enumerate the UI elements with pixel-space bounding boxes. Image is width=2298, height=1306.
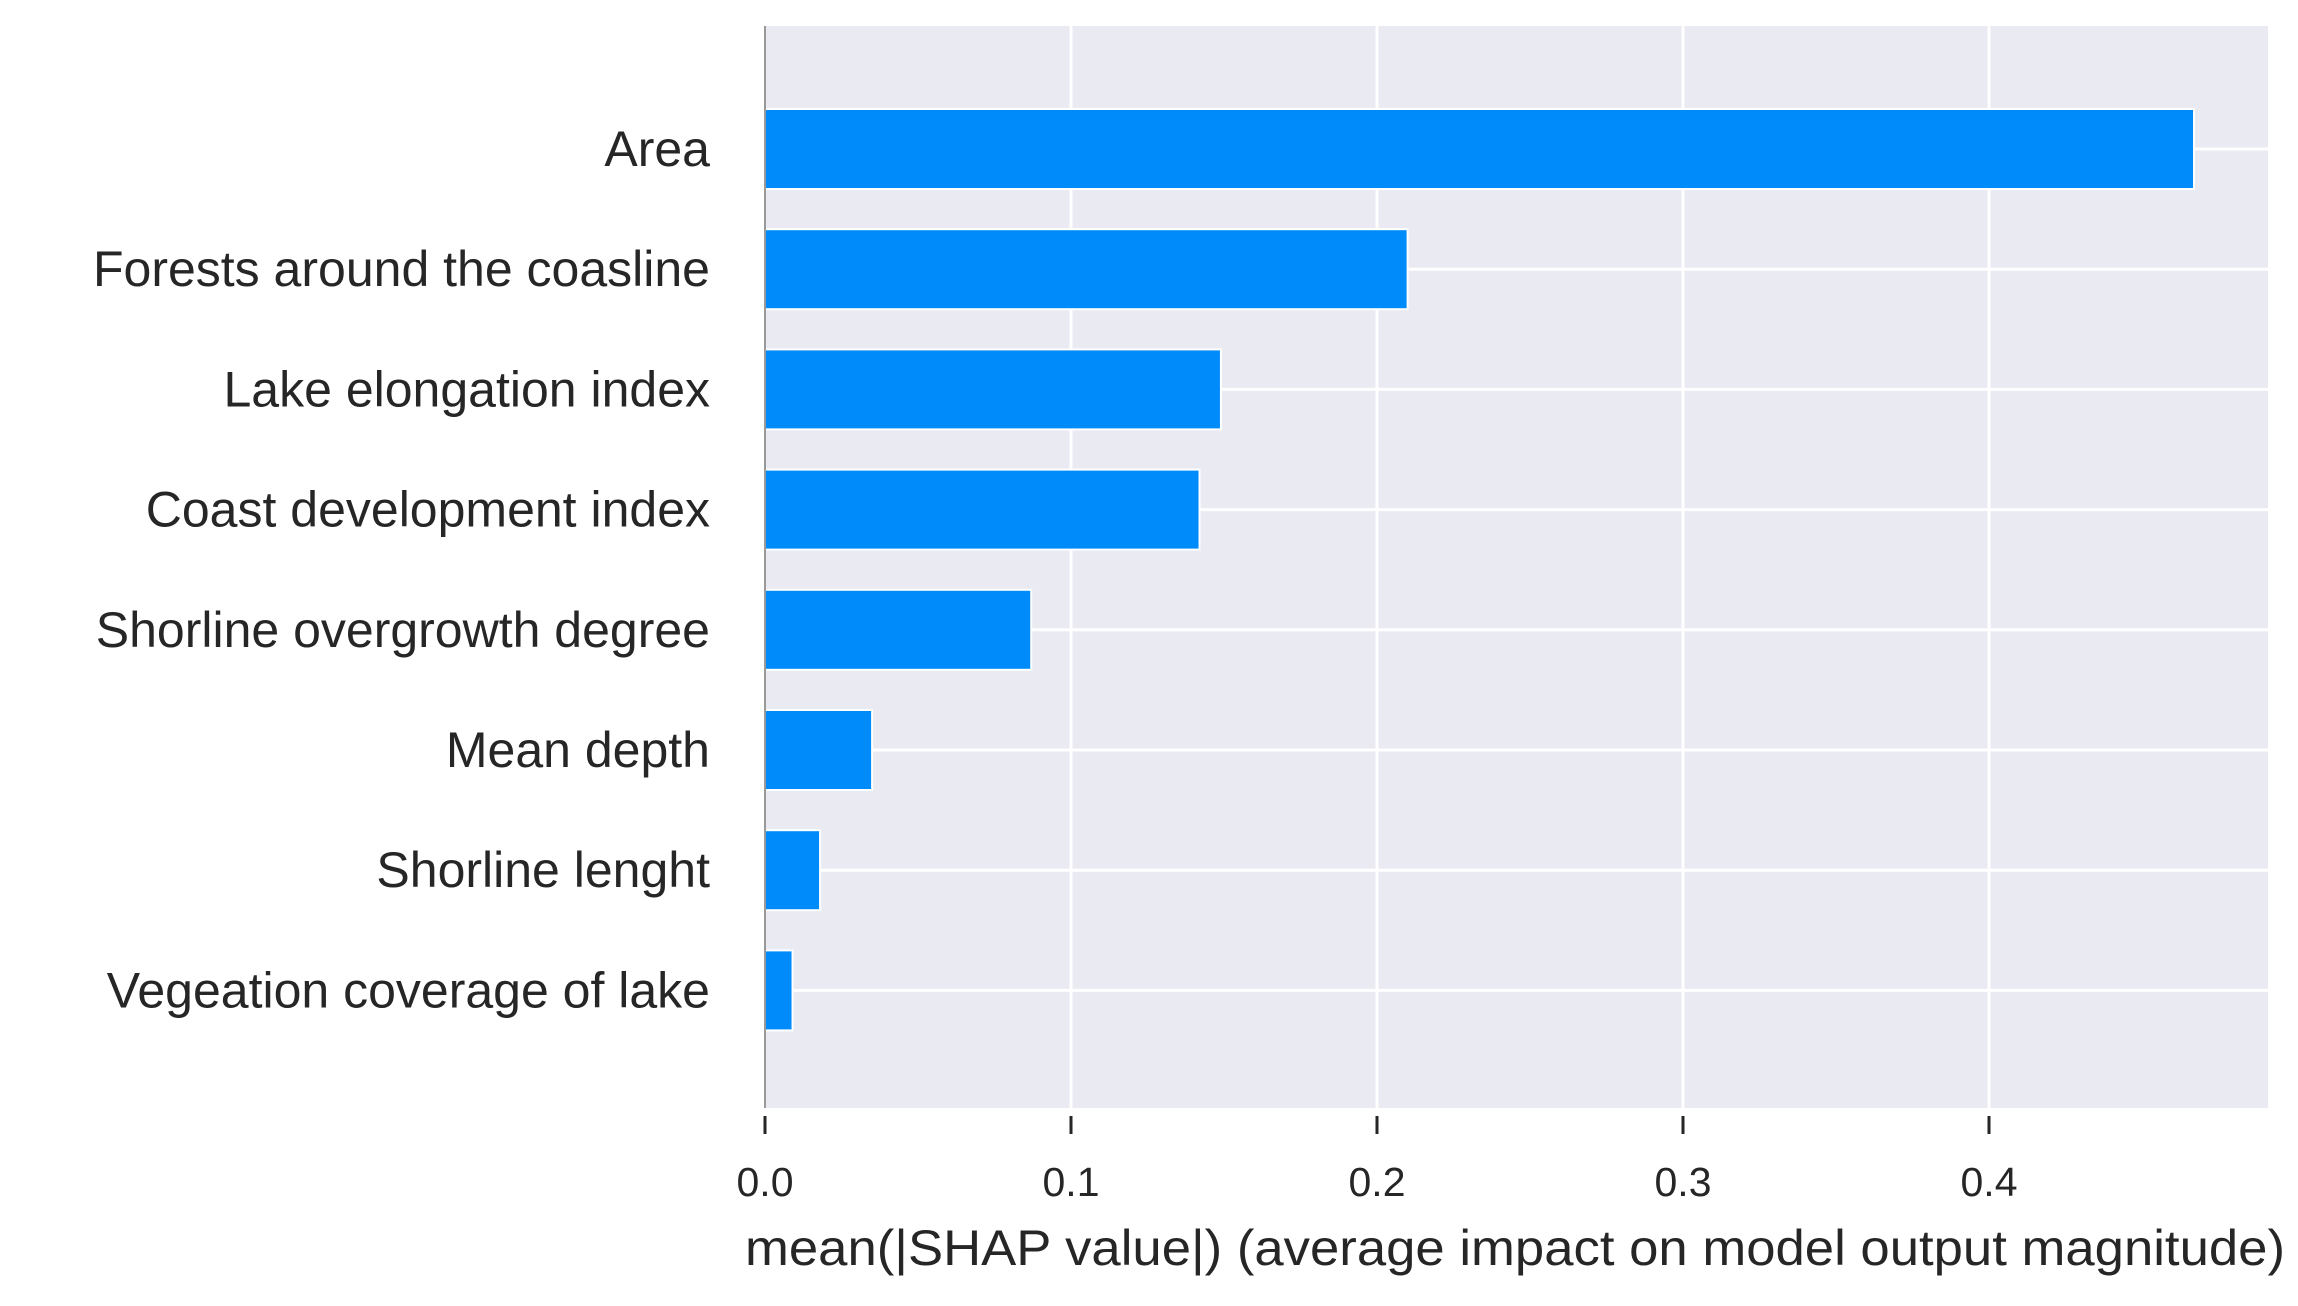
plot-background	[765, 26, 2268, 1108]
bar-6	[764, 829, 822, 912]
category-label: Area	[604, 121, 710, 177]
x-tick-label: 0.3	[1655, 1159, 1712, 1205]
bar-1	[764, 228, 1409, 311]
x-axis-label: mean(|SHAP value|) (average impact on mo…	[745, 1220, 2285, 1276]
x-tick-label: 0.4	[1961, 1159, 2018, 1205]
bar-7	[764, 949, 794, 1032]
bar-5	[764, 709, 874, 791]
category-label: Shorline lenght	[376, 842, 710, 898]
category-label: Forests around the coasline	[93, 241, 710, 297]
bar-2	[764, 348, 1222, 431]
category-label: Shorline overgrowth degree	[96, 602, 710, 658]
x-axis-ticks: 0.0 0.1 0.2 0.3 0.4	[737, 1116, 2018, 1205]
category-label: Mean depth	[446, 722, 710, 778]
x-tick-label: 0.1	[1043, 1159, 1100, 1205]
category-label: Vegeation coverage of lake	[107, 962, 710, 1018]
bar-0	[764, 108, 2196, 190]
bar-3	[764, 468, 1201, 551]
bars	[764, 108, 2196, 1032]
category-label: Coast development index	[146, 482, 710, 538]
x-tick-label: 0.0	[737, 1159, 794, 1205]
category-label: Lake elongation index	[224, 361, 711, 417]
x-tick-label: 0.2	[1349, 1159, 1406, 1205]
bar-4	[764, 588, 1033, 671]
category-labels: Area Forests around the coasline Lake elon…	[93, 121, 710, 1018]
